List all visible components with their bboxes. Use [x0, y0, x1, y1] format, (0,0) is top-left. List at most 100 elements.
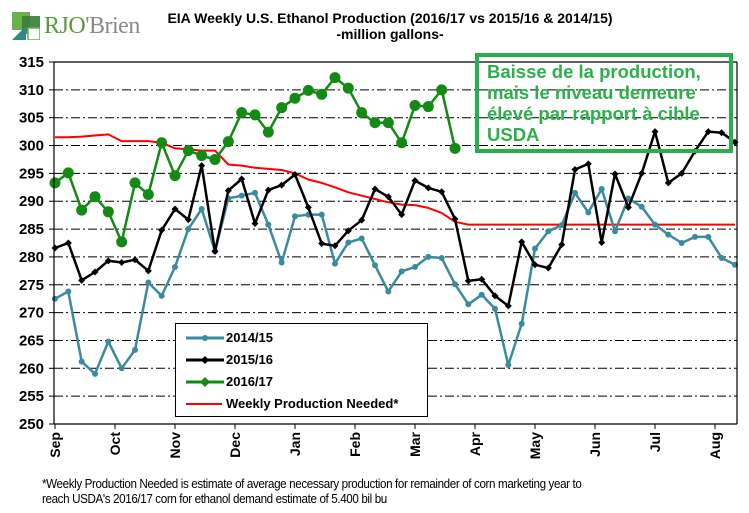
- series-line: [55, 133, 735, 226]
- data-point: [51, 244, 59, 252]
- data-point: [251, 220, 259, 228]
- data-point: [678, 169, 686, 177]
- data-point: [52, 295, 58, 302]
- data-point: [571, 165, 579, 173]
- data-point: [142, 189, 154, 201]
- data-point: [276, 102, 288, 114]
- data-point: [196, 150, 208, 162]
- data-point: [116, 236, 128, 248]
- data-point: [665, 231, 672, 238]
- data-point: [438, 188, 446, 196]
- data-point: [664, 179, 672, 187]
- data-point: [131, 256, 139, 264]
- data-point: [132, 346, 138, 353]
- data-point: [211, 247, 219, 255]
- data-point: [611, 170, 619, 178]
- data-point: [531, 261, 539, 269]
- chart-title: EIA Weekly U.S. Ethanol Production (2016…: [167, 10, 613, 26]
- footnote: *Weekly Production Needed is estimate of…: [42, 477, 582, 507]
- data-point: [158, 226, 166, 234]
- data-point: [278, 259, 285, 266]
- x-tick-label: Sep: [47, 432, 63, 458]
- data-point: [265, 221, 272, 228]
- chart-subtitle: -million gallons-: [336, 26, 444, 42]
- data-point: [491, 292, 499, 300]
- data-point: [465, 301, 472, 308]
- series-line: [54, 130, 736, 308]
- data-point: [651, 128, 659, 136]
- data-point: [49, 177, 61, 189]
- data-point: [329, 72, 341, 84]
- gridlines: [54, 89, 737, 397]
- callout-line: USDA: [487, 124, 540, 145]
- data-point: [678, 240, 685, 246]
- x-tick-label: Jul: [647, 432, 663, 452]
- brand-name-colored: RJO: [44, 12, 86, 39]
- data-point: [558, 222, 565, 229]
- data-point: [118, 365, 125, 372]
- legend-swatch-production-needed: [186, 402, 222, 405]
- data-point: [612, 228, 618, 235]
- y-tick-label: 295: [19, 165, 44, 182]
- legend-label: 2014/15: [226, 330, 273, 345]
- legend-label: 2015/16: [226, 352, 273, 367]
- data-point: [384, 193, 392, 201]
- data-point: [356, 107, 368, 119]
- data-point: [144, 267, 152, 275]
- data-point: [398, 268, 405, 275]
- data-point: [584, 160, 592, 168]
- data-point: [172, 263, 178, 270]
- y-tick-label: 305: [19, 110, 44, 127]
- series-2014-15: [52, 185, 738, 377]
- data-point: [382, 117, 394, 129]
- x-tick-label: Dec: [227, 432, 243, 458]
- legend-item-2015-16: 2015/16: [186, 352, 273, 367]
- data-point: [438, 255, 445, 262]
- data-point: [78, 276, 86, 284]
- legend: 2014/15 2015/16 2016/17 Weekly Productio…: [175, 323, 428, 417]
- data-point: [91, 268, 99, 276]
- y-tick-label: 275: [19, 277, 44, 294]
- series-weekly-production-needed-: [55, 133, 735, 226]
- rjobrien-logo-icon: [12, 12, 40, 40]
- data-point: [209, 153, 221, 165]
- data-point: [264, 186, 272, 194]
- data-point: [332, 260, 338, 267]
- data-point: [492, 305, 498, 312]
- data-point: [572, 189, 578, 196]
- data-point: [505, 361, 512, 368]
- data-point: [425, 253, 432, 260]
- data-point: [64, 239, 72, 247]
- legend-item-2014-15: 2014/15: [186, 330, 273, 345]
- data-point: [291, 170, 299, 178]
- footnote-line: reach USDA's 2016/17 corn for ethanol de…: [42, 492, 387, 506]
- data-point: [145, 279, 152, 286]
- data-point: [292, 213, 298, 220]
- annotation-callout: Baisse de la production, mais le niveau …: [475, 53, 733, 153]
- data-point: [478, 291, 485, 298]
- x-tick-label: Aug: [707, 432, 723, 459]
- data-point: [129, 177, 141, 189]
- brand-logo: RJO'Brien: [12, 12, 140, 40]
- data-point: [396, 137, 408, 149]
- callout-line: Baisse de la production,: [487, 61, 701, 82]
- footnote-line: *Weekly Production Needed is estimate of…: [42, 477, 582, 491]
- x-tick-label: Mar: [407, 431, 423, 456]
- data-point: [344, 227, 352, 235]
- data-point: [372, 262, 378, 269]
- data-point: [358, 235, 365, 242]
- legend-label: 2016/17: [226, 374, 273, 389]
- callout-line: élevé par rapport à cible: [487, 103, 700, 124]
- data-point: [345, 239, 352, 246]
- data-point: [78, 358, 85, 365]
- data-point: [692, 233, 698, 240]
- data-point: [318, 240, 326, 248]
- data-point: [222, 136, 234, 148]
- data-point: [385, 288, 392, 295]
- data-point: [638, 169, 646, 177]
- y-tick-label: 270: [19, 305, 44, 322]
- callout-line: mais le niveau demeure: [487, 82, 696, 103]
- data-point: [182, 145, 194, 157]
- data-point: [451, 215, 459, 223]
- data-point: [118, 258, 126, 266]
